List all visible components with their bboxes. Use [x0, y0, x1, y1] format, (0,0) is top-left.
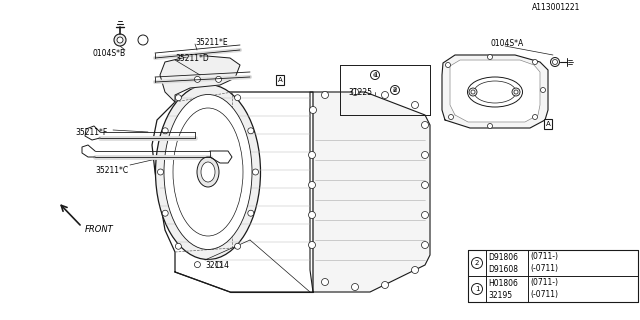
Ellipse shape: [216, 76, 221, 82]
Text: A: A: [546, 121, 550, 127]
Ellipse shape: [201, 162, 215, 182]
Ellipse shape: [552, 60, 557, 65]
Ellipse shape: [422, 122, 429, 129]
Text: FRONT: FRONT: [85, 226, 114, 235]
Text: A113001221: A113001221: [532, 3, 580, 12]
Text: 35211*F: 35211*F: [75, 127, 108, 137]
Ellipse shape: [422, 151, 429, 158]
Ellipse shape: [308, 212, 316, 219]
Ellipse shape: [235, 95, 241, 101]
Ellipse shape: [393, 88, 397, 92]
Ellipse shape: [308, 151, 316, 158]
Text: (-0711): (-0711): [530, 291, 558, 300]
Text: 32195: 32195: [488, 291, 512, 300]
Ellipse shape: [216, 262, 221, 268]
Text: 0104S*B: 0104S*B: [92, 49, 125, 58]
Text: 2: 2: [475, 260, 479, 266]
Ellipse shape: [390, 85, 399, 94]
Ellipse shape: [197, 157, 219, 187]
Ellipse shape: [173, 108, 243, 236]
Ellipse shape: [308, 242, 316, 249]
Ellipse shape: [321, 278, 328, 285]
Ellipse shape: [156, 84, 260, 260]
Ellipse shape: [445, 62, 451, 68]
Text: 0104S*A: 0104S*A: [490, 38, 524, 47]
Ellipse shape: [248, 210, 254, 216]
Ellipse shape: [412, 101, 419, 108]
Ellipse shape: [381, 282, 388, 289]
Text: D91806: D91806: [488, 252, 518, 261]
Ellipse shape: [488, 124, 493, 129]
Ellipse shape: [175, 95, 181, 101]
Ellipse shape: [469, 88, 477, 96]
Text: H01806: H01806: [488, 278, 518, 287]
Ellipse shape: [351, 89, 358, 95]
Ellipse shape: [351, 284, 358, 291]
Text: 35211*C: 35211*C: [95, 165, 128, 174]
Text: 1: 1: [475, 286, 479, 292]
Ellipse shape: [467, 77, 522, 107]
Ellipse shape: [532, 60, 538, 65]
Ellipse shape: [310, 107, 317, 114]
Text: (0711-): (0711-): [530, 252, 558, 261]
Ellipse shape: [449, 115, 454, 119]
Ellipse shape: [138, 35, 148, 45]
Text: (-0711): (-0711): [530, 265, 558, 274]
Ellipse shape: [195, 262, 200, 268]
Ellipse shape: [248, 128, 254, 134]
Ellipse shape: [253, 169, 259, 175]
Ellipse shape: [550, 58, 559, 67]
Ellipse shape: [164, 94, 252, 250]
Text: 35211*E: 35211*E: [195, 37, 228, 46]
Ellipse shape: [157, 169, 163, 175]
Text: 2: 2: [393, 87, 397, 93]
Ellipse shape: [488, 54, 493, 60]
Text: 35211*D: 35211*D: [175, 53, 209, 62]
Ellipse shape: [175, 243, 181, 249]
Polygon shape: [152, 92, 313, 292]
Text: 31225: 31225: [348, 87, 372, 97]
Text: D91608: D91608: [488, 265, 518, 274]
Ellipse shape: [474, 81, 516, 103]
Ellipse shape: [472, 258, 483, 268]
Ellipse shape: [381, 92, 388, 99]
Ellipse shape: [162, 210, 168, 216]
Ellipse shape: [321, 92, 328, 99]
Text: 1: 1: [372, 72, 377, 78]
Ellipse shape: [371, 70, 380, 79]
Ellipse shape: [162, 128, 168, 134]
Polygon shape: [160, 55, 240, 102]
Ellipse shape: [114, 34, 126, 46]
Polygon shape: [442, 55, 548, 128]
Ellipse shape: [471, 90, 475, 94]
Text: (0711-): (0711-): [530, 278, 558, 287]
Ellipse shape: [195, 76, 200, 82]
Ellipse shape: [422, 212, 429, 219]
Text: A: A: [278, 77, 282, 83]
Ellipse shape: [412, 267, 419, 274]
Polygon shape: [310, 92, 430, 292]
Ellipse shape: [472, 284, 483, 294]
Ellipse shape: [373, 73, 377, 77]
Ellipse shape: [532, 115, 538, 119]
Ellipse shape: [541, 87, 545, 92]
Ellipse shape: [514, 90, 518, 94]
Polygon shape: [450, 60, 540, 122]
Ellipse shape: [235, 243, 241, 249]
Ellipse shape: [117, 37, 123, 43]
Ellipse shape: [308, 181, 316, 188]
Ellipse shape: [422, 181, 429, 188]
Text: 32114: 32114: [205, 260, 229, 269]
Ellipse shape: [422, 242, 429, 249]
Ellipse shape: [512, 88, 520, 96]
